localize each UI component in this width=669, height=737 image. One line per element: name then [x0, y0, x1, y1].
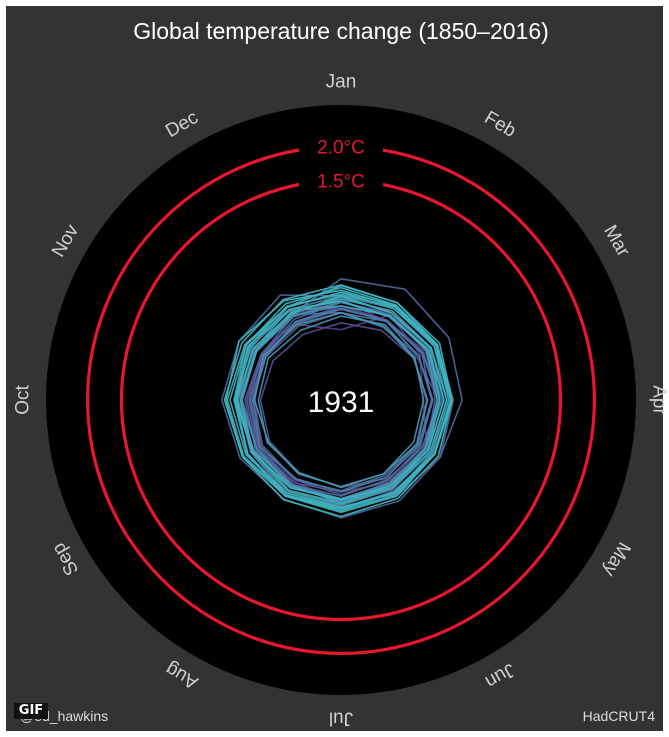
month-label-feb: Feb: [481, 107, 520, 142]
month-label-sep: Sep: [48, 539, 83, 579]
year-line-1931: [223, 284, 453, 518]
month-label-nov: Nov: [48, 221, 83, 261]
ref-ring-label-bg-0: [299, 168, 383, 193]
ref-ring-label-1: 2.0°C: [317, 138, 365, 159]
month-label-jun: Jun: [481, 659, 518, 693]
month-label-aug: Aug: [162, 658, 202, 693]
month-label-jul: Jul: [329, 708, 353, 729]
ref-ring-label-0: 1.5°C: [317, 172, 365, 193]
ref-ring-label-bg-1: [299, 134, 383, 159]
year-line-1928: [233, 286, 452, 511]
year-line-1890: [252, 307, 434, 493]
month-label-mar: Mar: [599, 222, 634, 261]
year-line-1927: [226, 291, 453, 512]
chart-title: Global temperature change (1850–2016): [133, 18, 549, 44]
month-label-dec: Dec: [162, 107, 202, 142]
month-label-apr: Apr: [649, 385, 669, 415]
source-credit: HadCRUT4: [583, 708, 656, 724]
year-lines: [221, 277, 464, 519]
year-line-1922: [240, 294, 441, 500]
month-label-may: May: [598, 538, 634, 580]
current-year-label: 1931: [308, 386, 375, 419]
reference-rings: 1.5°C 2.0°C: [86, 134, 596, 655]
year-line-1911: [253, 311, 429, 488]
year-line-1930: [225, 289, 452, 514]
year-line-1929: [234, 300, 445, 502]
year-line-1924: [236, 296, 448, 506]
month-label-jan: Jan: [326, 72, 357, 93]
plot-disc: [46, 105, 636, 695]
month-label-oct: Oct: [13, 385, 34, 415]
gif-badge: GIF: [14, 703, 48, 719]
